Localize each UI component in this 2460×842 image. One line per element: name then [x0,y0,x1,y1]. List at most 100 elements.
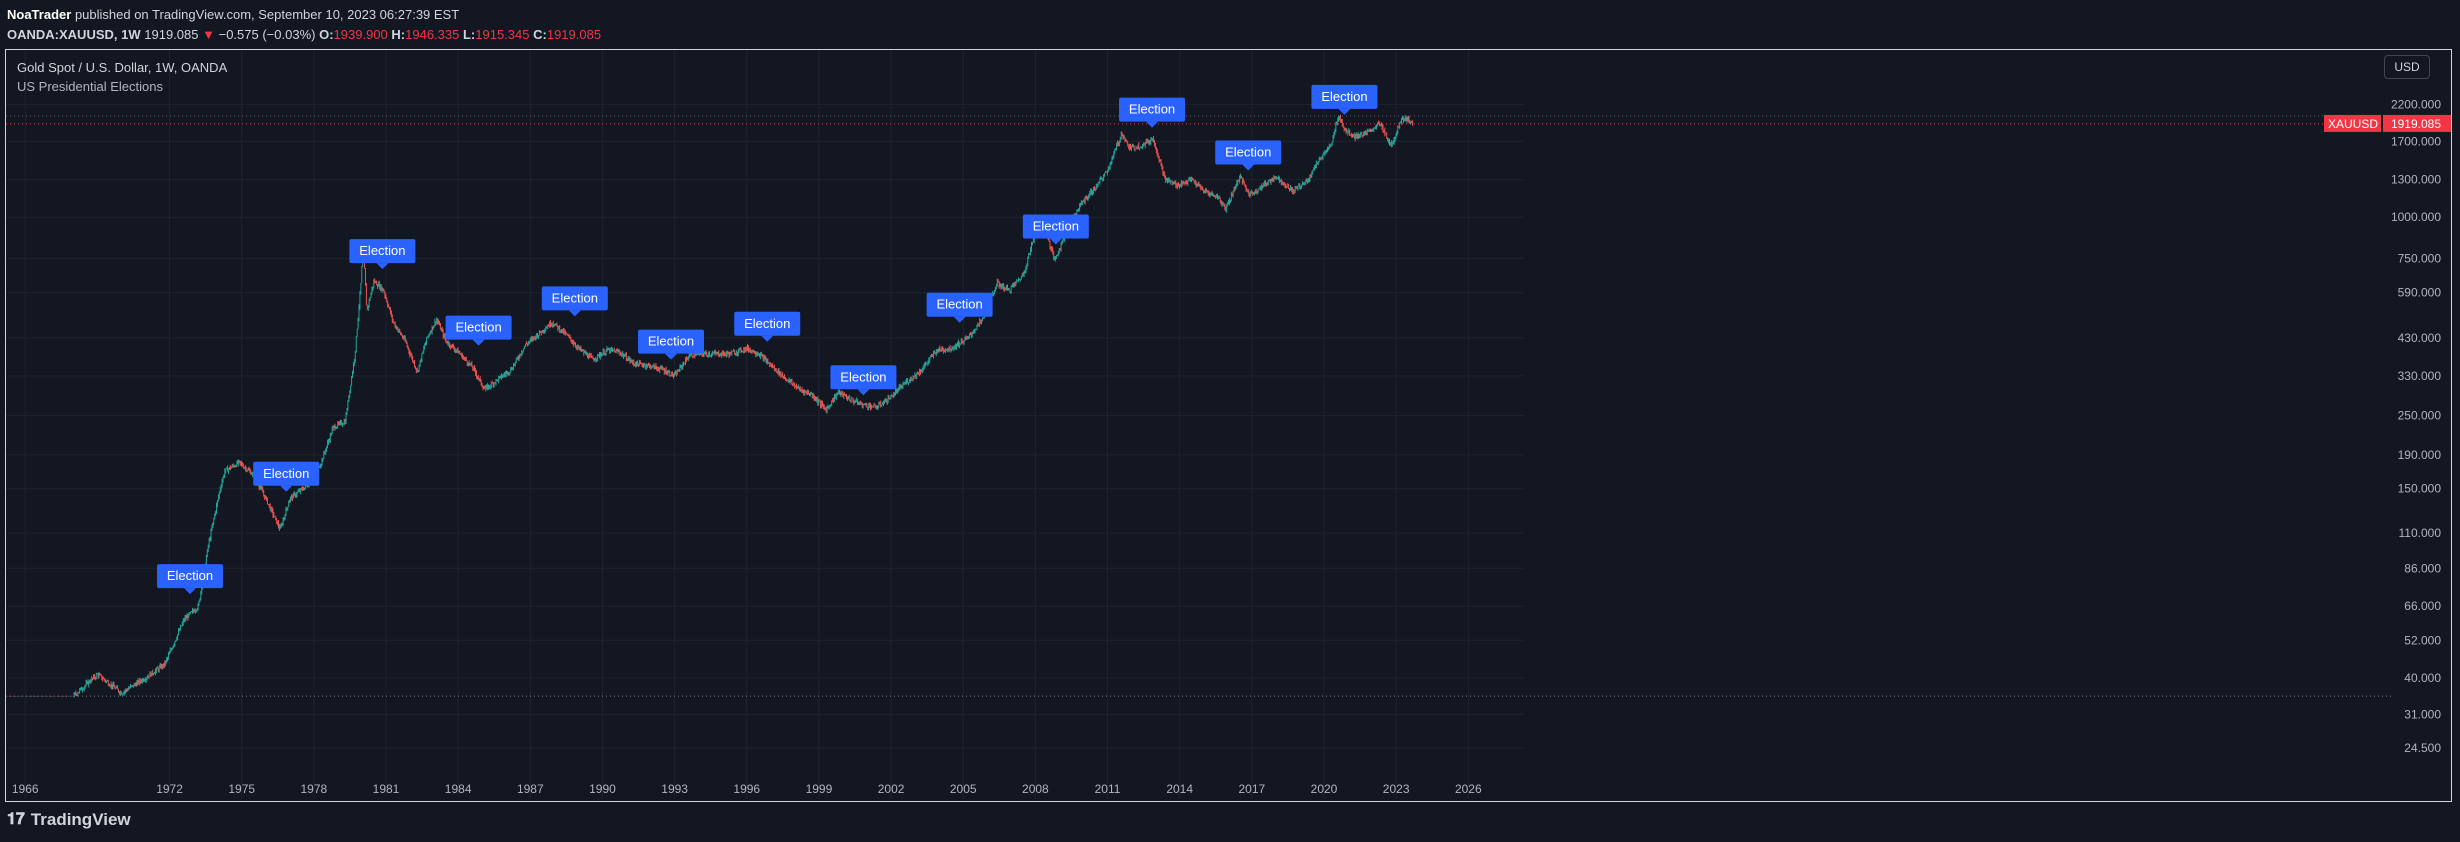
publish-header: NoaTrader published on TradingView.com, … [7,5,601,45]
election-label-pointer [183,588,196,595]
election-label-box [541,286,608,311]
election-label-text: Election [263,466,309,481]
x-tick-label: 1972 [156,782,183,796]
election-label-text: Election [1225,144,1271,159]
election-label-text: Election [744,316,790,331]
candles-group [7,114,1414,698]
price-chart[interactable]: 2200.000 1700.000 1300.000 1000.000 750.000 5… [6,50,2451,801]
election-marker[interactable]: Election [830,365,897,396]
x-tick-label: 1999 [806,782,833,796]
y-tick-label: 150.000 [2398,482,2442,496]
election-marker[interactable]: Election [1215,140,1282,171]
y-tick-label: 330.000 [2398,369,2442,383]
election-label-box [1119,97,1186,122]
price-tag-label: 1919.085 [2391,117,2441,131]
election-marker[interactable]: Election [1119,97,1186,128]
symbol-tag [2324,114,2381,132]
election-label-box [1215,140,1282,165]
election-label-pointer [376,263,389,270]
y-tick-label: 66.000 [2404,599,2441,613]
down-arrow-icon: ▼ [202,27,215,42]
election-label-pointer [1242,164,1255,171]
election-label-box [734,311,801,336]
election-label-text: Election [455,320,501,335]
election-label-box [253,461,320,486]
y-tick-label: 430.000 [2398,331,2442,345]
election-label-pointer [1146,121,1159,128]
currency-button[interactable]: USD [2384,55,2430,79]
tradingview-logo-icon: 𝟏𝟕 [7,811,25,828]
symbol-line: OANDA:XAUUSD, 1W 1919.085 ▼ −0.575 (−0.0… [7,25,601,45]
election-label-pointer [1338,108,1351,115]
election-label-pointer [280,485,293,492]
election-label-text: Election [167,568,213,583]
election-label-text: Election [936,297,982,312]
open-value: 1939.900 [333,27,388,42]
election-label-box [1311,84,1378,109]
x-tick-label: 1990 [589,782,616,796]
low-key: L: [462,27,476,42]
election-label-text: Election [648,334,694,349]
x-tick-label: 2020 [1311,782,1338,796]
election-marker[interactable]: Election [1022,214,1089,245]
x-tick-label: 2002 [878,782,905,796]
x-tick-label: 1966 [12,782,39,796]
last-price: 1919.085 [144,27,199,42]
y-tick-label: 2200.000 [2391,97,2441,111]
election-label-text: Election [1129,102,1175,117]
election-marker[interactable]: Election [734,311,801,342]
election-label-box [638,329,705,354]
election-label-text: Election [1321,89,1367,104]
chart-legend: Gold Spot / U.S. Dollar, 1W, OANDA US Pr… [17,58,227,96]
x-tick-label: 2008 [1022,782,1049,796]
y-tick-label: 190.000 [2398,448,2442,462]
footer-branding: 𝟏𝟕 TradingView [7,810,131,830]
election-label-pointer [1049,238,1062,245]
election-label-pointer [665,353,678,360]
election-label-text: Election [840,369,886,384]
price-change: −0.575 (−0.03%) [218,27,316,42]
close-key: C: [533,27,547,42]
election-marker[interactable]: Election [156,564,223,595]
x-tick-label: 1996 [733,782,760,796]
low-value: 1915.345 [475,27,530,42]
election-marker[interactable]: Election [253,461,320,492]
election-label-text: Election [552,290,598,305]
election-label-box [445,315,512,340]
election-marker[interactable]: Election [638,329,705,360]
chart-pane[interactable]: 2200.000 1700.000 1300.000 1000.000 750.000 5… [5,49,2452,802]
x-tick-label: 2014 [1166,782,1193,796]
y-tick-label: 86.000 [2404,561,2441,575]
election-label-pointer [472,339,485,346]
published-text: published on TradingView.com, September … [74,7,460,22]
election-label-pointer [857,389,870,396]
x-tick-label: 1984 [445,782,472,796]
x-tick-label: 1981 [373,782,400,796]
election-label-pointer [761,335,774,342]
y-tick-label: 1000.000 [2391,210,2441,224]
y-tick-label: 250.000 [2398,409,2442,423]
election-marker[interactable]: Election [1311,84,1378,115]
election-marker[interactable]: Election [541,286,608,317]
y-tick-label: 31.000 [2404,707,2441,721]
x-tick-label: 2023 [1383,782,1410,796]
election-marker[interactable]: Election [926,292,993,323]
legend-title: Gold Spot / U.S. Dollar, 1W, OANDA [17,60,228,75]
indicator-name[interactable]: US Presidential Elections [17,79,163,94]
y-tick-label: 52.000 [2404,633,2441,647]
y-tick-label: 590.000 [2398,286,2442,300]
x-tick-label: 1993 [661,782,688,796]
election-label-text: Election [359,243,405,258]
election-label-box [156,564,223,589]
election-label-box [349,239,416,264]
election-label-box [830,365,897,390]
close-value: 1919.085 [546,27,602,42]
election-marker[interactable]: Election [349,239,416,270]
election-marker[interactable]: Election [445,315,512,346]
symbol-tag-label: XAUUSD [2328,117,2378,131]
x-tick-label: 1978 [301,782,328,796]
y-tick-label: 24.500 [2404,741,2441,755]
price-tag [2383,114,2451,132]
author-name[interactable]: NoaTrader [7,7,72,22]
election-label-box [1022,214,1089,239]
